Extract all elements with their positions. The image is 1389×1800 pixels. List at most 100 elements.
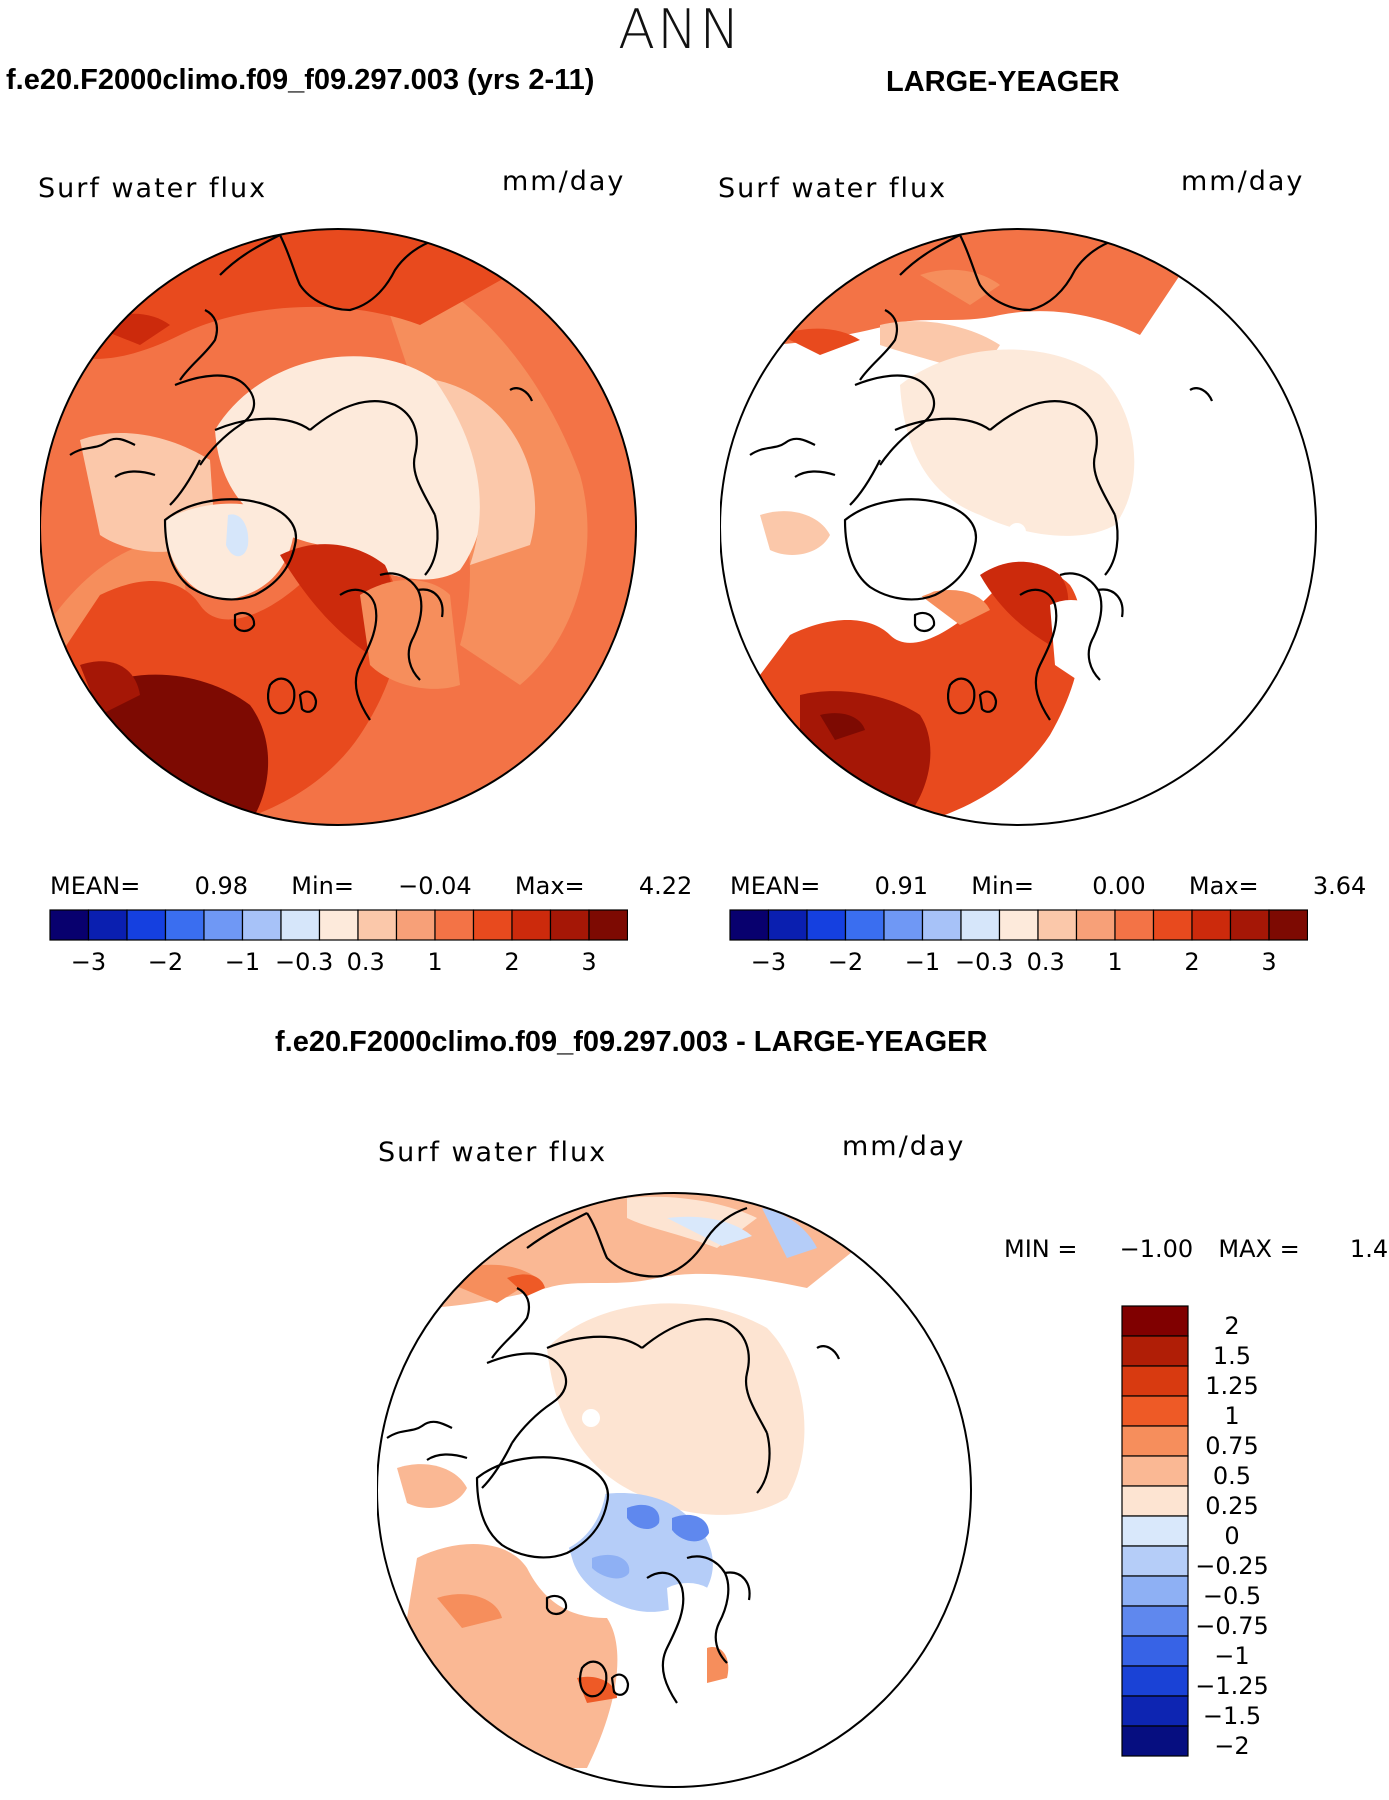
colorbar-box xyxy=(1121,1305,1189,1337)
colorbar-tick-label: 0.25 xyxy=(1205,1492,1258,1520)
colorbar-box xyxy=(241,909,282,941)
min-label: Min= xyxy=(291,872,354,900)
variable-label-diff: Surf water flux xyxy=(378,1137,608,1168)
colorbar-box xyxy=(1121,1485,1189,1517)
colorbar-tick-label: 1.25 xyxy=(1205,1372,1258,1400)
colorbar-box xyxy=(998,909,1039,941)
colorbar-tick-label: 0 xyxy=(1224,1522,1239,1550)
stats-row-left: MEAN= 0.98 Min= −0.04 Max= 4.22 xyxy=(50,872,692,900)
colorbar-boxes xyxy=(1121,1305,1189,1757)
colorbar-box xyxy=(1121,1665,1189,1697)
colorbar-tick-label: 3 xyxy=(1261,948,1276,976)
units-label-left: mm/day xyxy=(502,166,626,197)
mean-value: 0.91 xyxy=(874,872,928,900)
min-value: −1.00 xyxy=(1119,1235,1194,1263)
colorbar-box xyxy=(1121,1425,1189,1457)
main-title: ANN xyxy=(618,0,742,61)
colorbar-tick-label: 1 xyxy=(1224,1402,1239,1430)
variable-label-left: Surf water flux xyxy=(38,173,268,204)
colorbar-box xyxy=(588,909,628,941)
colorbar-boxes xyxy=(729,909,1308,941)
polar-map-left xyxy=(40,228,637,826)
max-value: 1.49 xyxy=(1349,1235,1389,1263)
colorbar-right: −3 −2 −1 −0.3 0.3 1 2 3 xyxy=(729,909,1308,976)
colorbar-tick-label: 1 xyxy=(427,948,442,976)
colorbar-box xyxy=(1121,1395,1189,1427)
colorbar-tick-label: −1.25 xyxy=(1195,1672,1269,1700)
colorbar-tick-labels: −3 −2 −1 −0.3 0.3 1 2 3 xyxy=(71,948,597,976)
colorbar-box xyxy=(1121,1605,1189,1637)
colorbar-tick-label: 2 xyxy=(1224,1312,1239,1340)
panel-title-right: LARGE-YEAGER xyxy=(886,66,1120,98)
colorbar-box xyxy=(434,909,475,941)
colorbar-box xyxy=(1121,1515,1189,1547)
stats-row-diff: MIN = −1.00 MAX = 1.49 xyxy=(1004,1235,1389,1263)
colorbar-box xyxy=(844,909,885,941)
stats-row-right: MEAN= 0.91 Min= 0.00 Max= 3.64 xyxy=(730,872,1366,900)
min-value: 0.00 xyxy=(1092,872,1146,900)
colorbar-tick-label: 0.5 xyxy=(1213,1462,1251,1490)
colorbar-box xyxy=(203,909,244,941)
colorbar-box xyxy=(1268,909,1308,941)
colorbar-tick-label: −2 xyxy=(828,948,863,976)
colorbar-tick-label: 1 xyxy=(1107,948,1122,976)
colorbar-tick-label: −1 xyxy=(905,948,940,976)
colorbar-box xyxy=(1121,1635,1189,1667)
colorbar-tick-label: −2 xyxy=(148,948,183,976)
colorbar-diff: 21.51.2510.750.50.250−0.25−0.5−0.75−1−1.… xyxy=(1121,1305,1269,1760)
colorbar-box xyxy=(960,909,1001,941)
colorbar-boxes xyxy=(49,909,628,941)
polar-map-diff xyxy=(377,1192,972,1788)
colorbar-tick-label: −3 xyxy=(751,948,786,976)
panel-title-left: f.e20.F2000climo.f09_f09.297.003 (yrs 2-… xyxy=(6,64,595,96)
colorbar-box xyxy=(1121,1695,1189,1727)
colorbar-box xyxy=(164,909,205,941)
colorbar-tick-label: −0.3 xyxy=(955,948,1013,976)
colorbar-box xyxy=(357,909,398,941)
units-label-diff: mm/day xyxy=(842,1131,966,1162)
colorbar-box xyxy=(126,909,167,941)
colorbar-tick-labels: 21.51.2510.750.50.250−0.25−0.5−0.75−1−1.… xyxy=(1195,1312,1269,1760)
colorbar-tick-label: −0.75 xyxy=(1195,1612,1269,1640)
colorbar-tick-label: −1 xyxy=(225,948,260,976)
variable-label-right: Surf water flux xyxy=(718,173,948,204)
colorbar-tick-label: 1.5 xyxy=(1213,1342,1251,1370)
colorbar-box xyxy=(1121,1365,1189,1397)
min-label: MIN = xyxy=(1004,1235,1078,1263)
colorbar-box xyxy=(1121,1455,1189,1487)
colorbar-box xyxy=(1075,909,1116,941)
colorbar-tick-label: −0.3 xyxy=(275,948,333,976)
colorbar-box xyxy=(1121,1335,1189,1367)
colorbar-tick-label: 0.3 xyxy=(1027,948,1065,976)
colorbar-tick-label: 3 xyxy=(581,948,596,976)
colorbar-box xyxy=(1121,1725,1189,1757)
colorbar-tick-label: 2 xyxy=(504,948,519,976)
colorbar-tick-labels: −3 −2 −1 −0.3 0.3 1 2 3 xyxy=(751,948,1277,976)
mean-label: MEAN= xyxy=(730,872,821,900)
colorbar-box xyxy=(729,909,770,941)
max-value: 3.64 xyxy=(1312,872,1367,900)
colorbar-box xyxy=(767,909,808,941)
colorbar-box xyxy=(806,909,847,941)
colorbar-box xyxy=(549,909,590,941)
max-label: Max= xyxy=(514,872,585,900)
colorbar-box xyxy=(395,909,436,941)
min-label: Min= xyxy=(971,872,1034,900)
colorbar-box xyxy=(1229,909,1270,941)
colorbar-tick-label: −3 xyxy=(71,948,106,976)
colorbar-box xyxy=(87,909,128,941)
colorbar-box xyxy=(883,909,924,941)
colorbar-box xyxy=(1191,909,1232,941)
colorbar-box xyxy=(280,909,321,941)
colorbar-box xyxy=(1121,1545,1189,1577)
colorbar-tick-label: −1.5 xyxy=(1203,1702,1261,1730)
colorbar-box xyxy=(1121,1575,1189,1607)
colorbar-tick-label: −0.5 xyxy=(1203,1582,1261,1610)
colorbar-tick-label: −1 xyxy=(1214,1642,1249,1670)
colorbar-box xyxy=(1152,909,1193,941)
colorbar-box xyxy=(921,909,962,941)
colorbar-box xyxy=(318,909,359,941)
colorbar-left: −3 −2 −1 −0.3 0.3 1 2 3 xyxy=(49,909,628,976)
colorbar-tick-label: 0.3 xyxy=(347,948,385,976)
polar-map-right xyxy=(720,228,1317,826)
